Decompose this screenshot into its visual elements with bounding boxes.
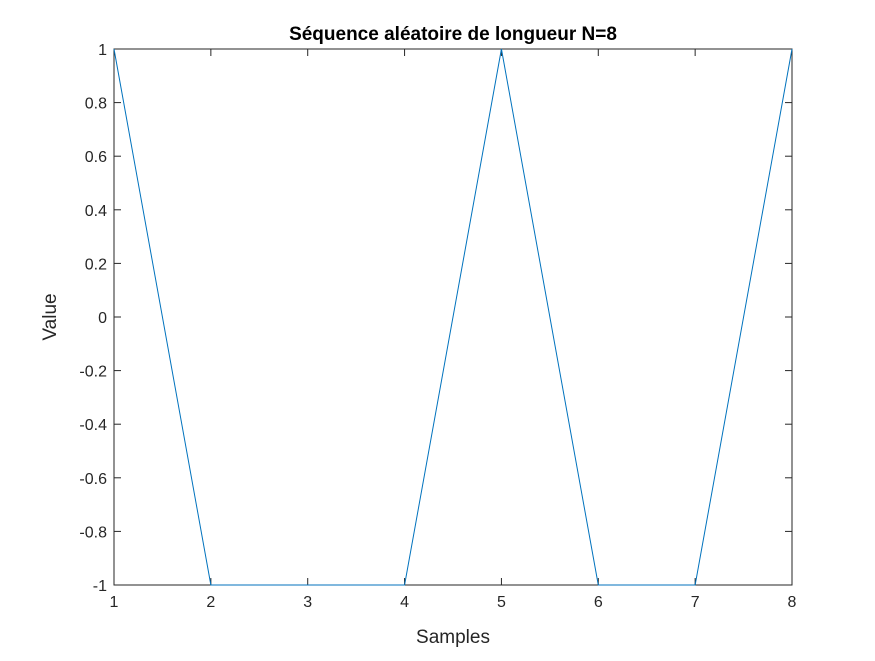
y-tick-label: 0.4 (85, 203, 107, 220)
y-tick-label: -0.4 (79, 417, 107, 434)
x-tick-label: 3 (303, 594, 312, 611)
y-tick-label: 0.2 (85, 256, 107, 273)
y-axis-label: Value (40, 293, 61, 340)
x-tick-label: 7 (691, 594, 700, 611)
y-tick-label: -1 (93, 578, 107, 595)
y-tick-label: -0.2 (79, 364, 107, 381)
y-tick-label: -0.6 (79, 471, 107, 488)
y-tick-label: 1 (98, 42, 107, 59)
series-layer (113, 48, 793, 586)
y-tick-label: 0 (98, 310, 107, 327)
x-tick-label: 8 (788, 594, 797, 611)
x-tick-label: 1 (110, 594, 119, 611)
y-axis-ticks: -1 -0.8 -0.6 -0.4 -0.2 0 0.2 0.4 0.6 0.8 1 (79, 42, 792, 595)
x-tick-label: 6 (594, 594, 603, 611)
x-tick-label: 5 (497, 594, 506, 611)
y-tick-label: 0.8 (85, 96, 107, 113)
chart-title: Séquence aléatoire de longueur N=8 (289, 24, 617, 45)
y-tick-label: -0.8 (79, 524, 107, 541)
x-tick-label: 2 (206, 594, 215, 611)
series-line (113, 48, 793, 586)
x-axis-label: Samples (416, 627, 490, 648)
y-tick-label: 0.6 (85, 149, 107, 166)
x-tick-label: 4 (400, 594, 409, 611)
x-axis-ticks: 1 2 3 4 5 6 7 8 (110, 49, 797, 611)
